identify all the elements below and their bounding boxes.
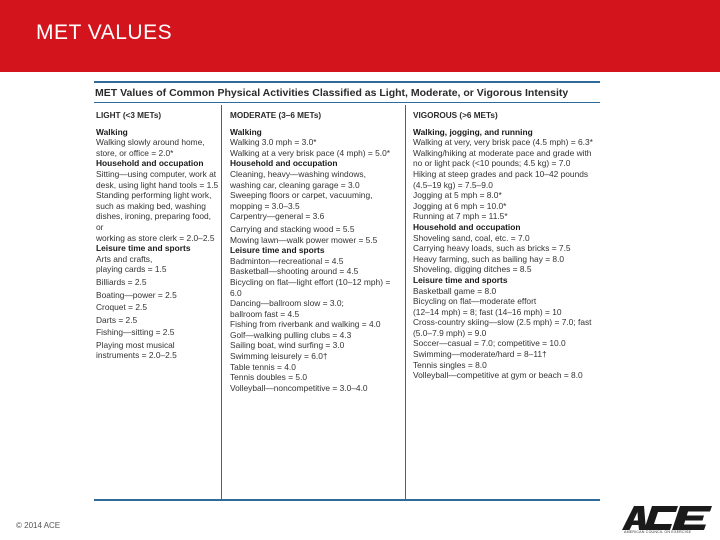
vigorous-column-lines: Walking, jogging, and running Walking at … [413,127,598,381]
activity-entry: Bicycling on flat—moderate effort [413,296,537,307]
activity-entry: Sitting—using computer, work at [96,168,217,179]
activity-entry: Soccer—casual = 7.0; competitive = 10.0 [413,338,566,349]
vigorous-column: VIGOROUS (>6 METs) Walking, jogging, and… [411,105,600,499]
activity-entry: Walking slowly around home, [96,137,205,148]
activity-entry: Billiards = 2.5 [96,276,147,287]
moderate-column-header: MODERATE (3–6 METs) [230,111,322,120]
activity-entry: Running at 7 mph = 11.5* [413,211,508,222]
activity-entry: mopping = 3.0–3.5 [230,200,300,211]
activity-entry: Darts = 2.5 [96,314,138,325]
activity-entry: washing car, cleaning garage = 3.0 [230,179,360,190]
section-heading: Household and occupation [230,158,338,169]
activity-entry: Tennis doubles = 5.0 [230,372,308,383]
activity-entry: Shoveling, digging ditches = 8.5 [413,264,532,275]
copyright-text: © 2014 ACE [16,521,61,530]
activity-entry: Jogging at 5 mph = 8.0* [413,190,502,201]
table-columns: LIGHT (<3 METs) Walking Walking slowly ar… [94,105,600,499]
activity-entry: Mowing lawn—walk power mower = 5.5 [230,234,378,245]
activity-entry: Playing most musical [96,339,175,350]
ace-tagline: AMERICAN COUNCIL ON EXERCISE [624,530,692,534]
activity-entry: Fishing from riverbank and walking = 4.0 [230,319,381,330]
activity-entry: Carrying and stacking wood = 5.5 [230,223,355,234]
activity-entry: Dancing—ballroom slow = 3.0; [230,298,344,309]
activity-entry: (5.0–7.9 mph) = 9.0 [413,327,487,338]
activity-entry: Carrying heavy loads, such as bricks = 7… [413,243,571,254]
section-heading: Household and occupation [96,158,204,169]
activity-entry: Walking at very, very brisk pace (4.5 mp… [413,137,593,148]
activity-entry: Tennis singles = 8.0 [413,359,487,370]
activity-entry: Badminton—recreational = 4.5 [230,255,344,266]
section-heading: Walking [230,126,262,137]
activity-entry: Standing performing light work, [96,190,212,201]
activity-entry: ballroom fast = 4.5 [230,308,300,319]
activity-entry: Table tennis = 4.0 [230,361,296,372]
activity-entry: desk, using light hand tools = 1.5 [96,179,219,190]
moderate-column: MODERATE (3–6 METs) Walking Walking 3.0 m… [228,105,406,499]
activity-entry: playing cards = 1.5 [96,264,167,275]
section-heading: Leisure time and sports [96,243,191,254]
activity-entry: Walking/hiking at moderate pace and grad… [413,147,592,158]
met-values-table: MET Values of Common Physical Activities… [94,81,600,501]
activity-entry: Boating—power = 2.5 [96,289,177,300]
activity-entry: Basketball—shooting around = 4.5 [230,266,359,277]
activity-entry: Croquet = 2.5 [96,302,147,313]
activity-entry: Walking at a very brisk pace (4 mph) = 5… [230,147,391,158]
light-column-header: LIGHT (<3 METs) [96,111,162,120]
activity-entry: store, or office = 2.0* [96,147,174,158]
ace-logo: AMERICAN COUNCIL ON EXERCISE [622,506,712,536]
activity-entry: Volleyball—competitive at gym or beach =… [413,370,583,381]
activity-entry: Fishing—sitting = 2.5 [96,327,175,338]
section-heading: Walking, jogging, and running [413,126,533,137]
activity-entry: Cross-country skiing—slow (2.5 mph) = 7.… [413,317,592,328]
activity-entry: Basketball game = 8.0 [413,285,497,296]
activity-entry: Bicycling on flat—light effort (10–12 mp… [230,276,391,298]
section-heading: Leisure time and sports [230,245,325,256]
activity-entry: Arts and crafts, [96,253,153,264]
vigorous-column-header: VIGOROUS (>6 METs) [413,111,498,120]
ace-logo-mark [622,506,712,530]
activity-entry: Hiking at steep grades and pack 10–42 po… [413,168,589,179]
activity-entry: Cleaning, heavy—washing windows, [230,168,366,179]
title-bar: MET VALUES [0,0,720,72]
light-column-lines: Walking Walking slowly around home, store,… [96,127,219,361]
section-heading: Household and occupation [413,221,521,232]
activity-entry: Carpentry—general = 3.6 [230,211,325,222]
activity-entry: (4.5–19 kg) = 7.5–9.0 [413,179,493,190]
activity-entry: (12–14 mph) = 8; fast (14–16 mph) = 10 [413,306,562,317]
activity-entry: working as store clerk = 2.0–2.5 [96,232,215,243]
activity-entry: Volleyball—noncompetitive = 3.0–4.0 [230,382,368,393]
activity-entry: Walking 3.0 mph = 3.0* [230,137,317,148]
activity-entry: Sweeping floors or carpet, vacuuming, [230,190,373,201]
activity-entry: Shoveling sand, coal, etc. = 7.0 [413,232,530,243]
light-column: LIGHT (<3 METs) Walking Walking slowly ar… [94,105,222,499]
activity-entry: instruments = 2.0–2.5 [96,350,177,361]
activity-entry: Sailing boat, wind surfing = 3.0 [230,340,345,351]
section-heading: Walking [96,126,128,137]
activity-entry: Jogging at 6 mph = 10.0* [413,200,507,211]
moderate-column-lines: Walking Walking 3.0 mph = 3.0* Walking at … [230,127,403,394]
activity-entry: Swimming leisurely = 6.0† [230,351,328,362]
activity-entry: Swimming—moderate/hard = 8–11† [413,349,547,360]
activity-entry: dishes, ironing, preparing food, or [96,211,211,232]
section-heading: Leisure time and sports [413,274,508,285]
slide-title: MET VALUES [36,21,173,44]
table-caption: MET Values of Common Physical Activities… [94,83,600,103]
activity-entry: such as making bed, washing [96,200,206,211]
activity-entry: Heavy farming, such as bailing hay = 8.0 [413,253,565,264]
activity-entry: Golf—walking pulling clubs = 4.3 [230,329,352,340]
activity-entry: no or light pack (<10 pounds; 4.5 kg) = … [413,158,571,169]
